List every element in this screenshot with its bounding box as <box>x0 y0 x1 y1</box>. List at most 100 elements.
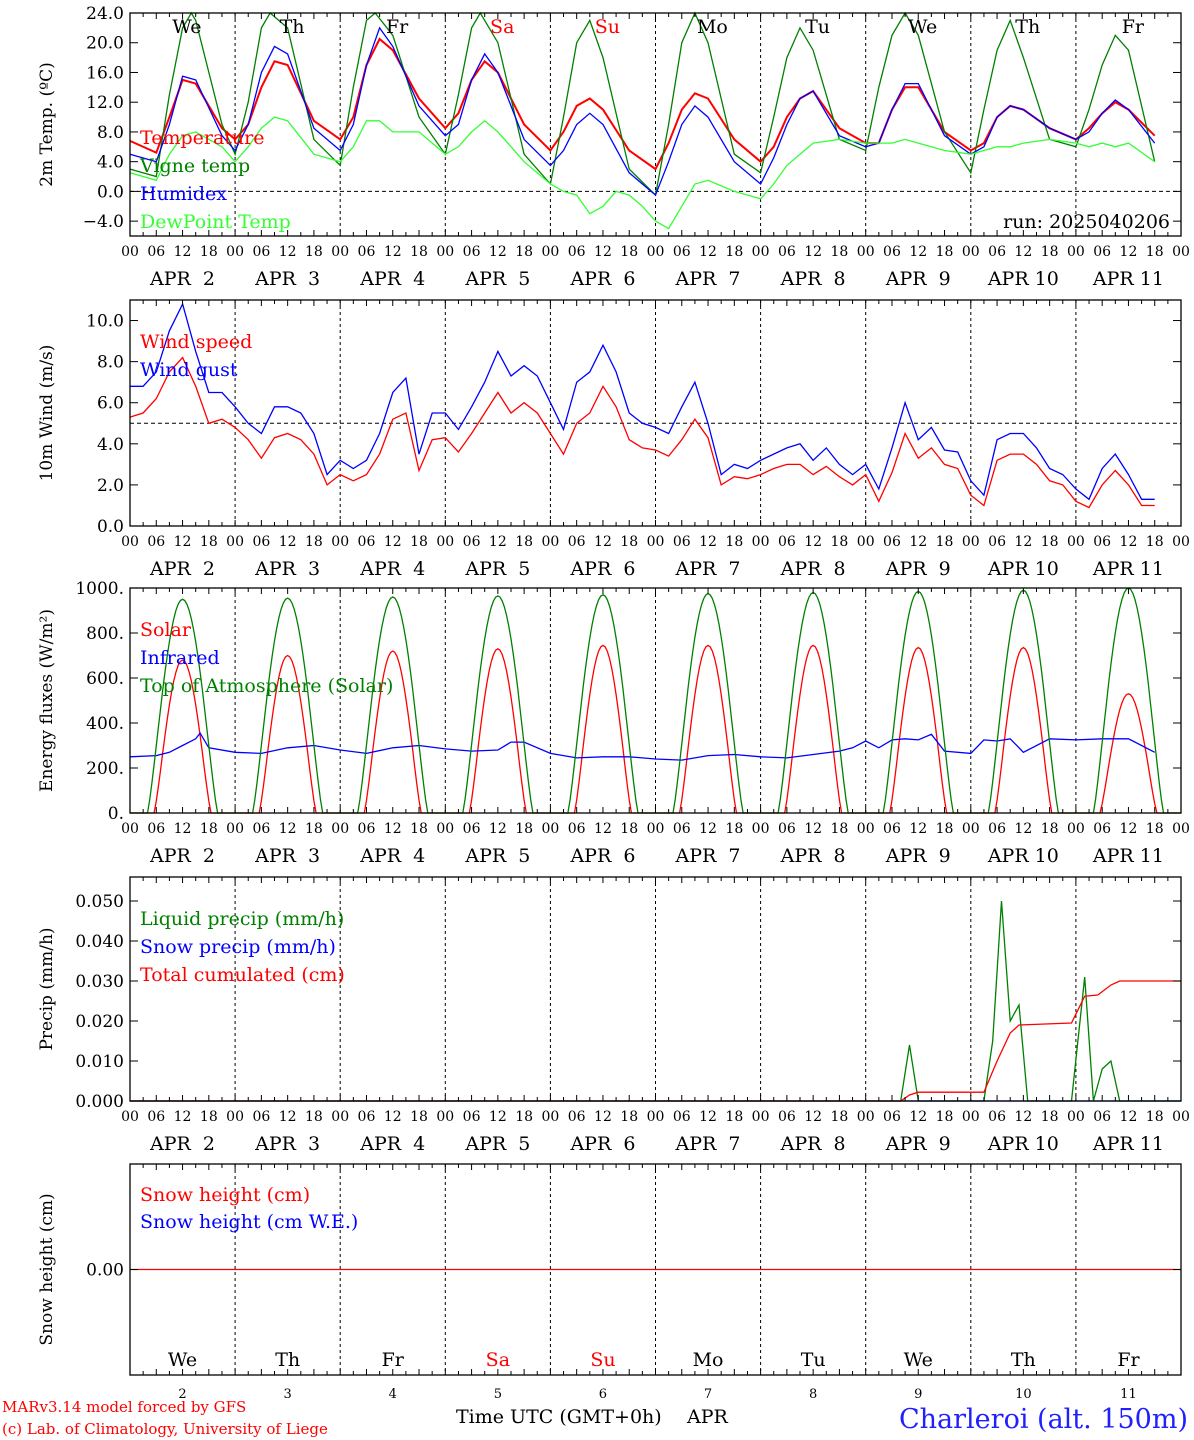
date-label: APR 5 <box>464 1133 530 1155</box>
legend-entry: Snow height (cm) <box>140 1184 310 1206</box>
weekday-label: We <box>904 1349 933 1371</box>
y-tick-label: 200. <box>86 759 124 779</box>
hour-tick-label: 06 <box>568 534 586 550</box>
x-axis-month: APR <box>686 1406 729 1428</box>
date-label: APR 5 <box>464 558 530 580</box>
y-tick-label: 1000. <box>75 579 124 599</box>
y-tick-label: 0. <box>108 804 124 824</box>
date-label: APR 2 <box>149 1133 215 1155</box>
hour-tick-label: 18 <box>936 1109 954 1125</box>
hour-tick-label: 12 <box>1014 821 1032 837</box>
hour-tick-label: 12 <box>489 534 507 550</box>
hour-tick-label: 18 <box>410 821 428 837</box>
hour-tick-label: 00 <box>1067 1109 1085 1125</box>
hour-tick-label: 12 <box>174 821 192 837</box>
hour-tick-label: 00 <box>752 1109 770 1125</box>
hour-tick-label: 06 <box>988 1109 1006 1125</box>
date-label: APR 9 <box>885 1133 951 1155</box>
hour-tick-label: 18 <box>936 821 954 837</box>
y-tick-label: 0.000 <box>75 1092 124 1112</box>
date-label: APR 7 <box>675 558 741 580</box>
weekday-label: Mo <box>693 1349 724 1371</box>
hour-tick-label: 00 <box>331 534 349 550</box>
hour-tick-label: 06 <box>778 534 796 550</box>
hour-tick-label: 00 <box>331 1109 349 1125</box>
hour-tick-label: 06 <box>358 244 376 260</box>
day-number: 8 <box>809 1387 817 1402</box>
panel-wind: 0.0 2.0 4.0 6.0 8.0 10.0 10m Wind (m/s) Wind sp… <box>37 299 1190 580</box>
date-label: APR 7 <box>675 268 741 290</box>
date-label: APR 9 <box>885 268 951 290</box>
y-tick-label: 6.0 <box>97 394 124 414</box>
legend-entry: Snow precip (mm/h) <box>140 936 336 958</box>
hour-tick-label: 00 <box>331 821 349 837</box>
hour-tick-label: 00 <box>121 244 139 260</box>
date-label: APR 8 <box>780 1133 846 1155</box>
hour-tick-label: 12 <box>1014 534 1032 550</box>
hour-tick-label: 18 <box>515 1109 533 1125</box>
hour-tick-label: 12 <box>699 244 717 260</box>
legend-entry: Liquid precip (mm/h) <box>140 908 344 930</box>
hour-tick-label: 18 <box>1146 1109 1164 1125</box>
hour-tick-label: 18 <box>831 821 849 837</box>
date-label: APR 10 <box>987 1133 1059 1155</box>
y-tick-label: 0.0 <box>97 182 124 202</box>
date-label: APR 2 <box>149 558 215 580</box>
weekday-label: Sa <box>490 16 514 38</box>
hour-tick-label: 12 <box>1120 534 1138 550</box>
date-label: APR 4 <box>359 268 425 290</box>
legend-entry: DewPoint Temp <box>140 211 291 233</box>
y-tick-label: 2.0 <box>97 476 124 496</box>
hour-tick-label: 06 <box>568 821 586 837</box>
series-line-wind-1 <box>130 302 1155 501</box>
hour-tick-label: 06 <box>568 1109 586 1125</box>
hour-tick-label: 12 <box>384 244 402 260</box>
hour-tick-label: 18 <box>305 534 323 550</box>
model-credit: MARv3.14 model forced by GFS <box>2 1398 246 1416</box>
y-axis-label: Precip (mm/h) <box>37 927 57 1050</box>
legend-entry: Solar <box>140 619 192 641</box>
hour-tick-label: 06 <box>147 244 165 260</box>
y-tick-label: 4.0 <box>97 435 124 455</box>
y-axis-label: 10m Wind (m/s) <box>37 345 57 482</box>
date-label: APR 6 <box>569 1133 635 1155</box>
series-line-temp-2 <box>129 26 1156 197</box>
hour-tick-label: 00 <box>1172 244 1190 260</box>
run-label: run: 2025040206 <box>1003 211 1170 233</box>
hour-tick-label: 12 <box>1014 244 1032 260</box>
y-tick-label: 0.00 <box>86 1261 124 1281</box>
hour-tick-label: 12 <box>909 534 927 550</box>
hour-tick-label: 12 <box>594 534 612 550</box>
date-label: APR 4 <box>359 845 425 867</box>
hour-tick-label: 18 <box>305 244 323 260</box>
hour-tick-label: 00 <box>647 821 665 837</box>
hour-tick-label: 00 <box>752 534 770 550</box>
panel-frame <box>129 12 1182 237</box>
hour-tick-label: 18 <box>1146 821 1164 837</box>
hour-tick-label: 12 <box>1120 821 1138 837</box>
legend-entry: Top of Atmosphere (Solar) <box>140 675 393 697</box>
hour-tick-label: 12 <box>699 1109 717 1125</box>
hour-tick-label: 18 <box>515 244 533 260</box>
weekday-label: Th <box>1011 1349 1036 1371</box>
hour-tick-label: 00 <box>962 244 980 260</box>
day-number: 9 <box>914 1387 922 1402</box>
date-label: APR 8 <box>780 558 846 580</box>
hour-tick-label: 18 <box>200 821 218 837</box>
date-label: APR 5 <box>464 268 530 290</box>
hour-tick-label: 12 <box>1014 1109 1032 1125</box>
y-axis-label: Energy fluxes (W/m²) <box>37 609 57 792</box>
station-name: Charleroi (alt. 150m) <box>899 1404 1188 1435</box>
y-tick-label: 800. <box>86 624 124 644</box>
hour-tick-label: 12 <box>909 1109 927 1125</box>
panels: −4.00.04.08.012.016.020.024.02m Temp. (º… <box>37 4 1190 1402</box>
hour-tick-label: 12 <box>279 244 297 260</box>
date-label: APR 10 <box>987 845 1059 867</box>
y-tick-label: 20.0 <box>86 34 124 54</box>
y-tick-label: 8.0 <box>97 353 124 373</box>
weekday-label: Th <box>280 16 305 38</box>
series-line-temp-1 <box>129 11 1156 197</box>
date-label: APR 3 <box>254 268 320 290</box>
hour-tick-label: 18 <box>831 244 849 260</box>
hour-tick-label: 00 <box>121 534 139 550</box>
